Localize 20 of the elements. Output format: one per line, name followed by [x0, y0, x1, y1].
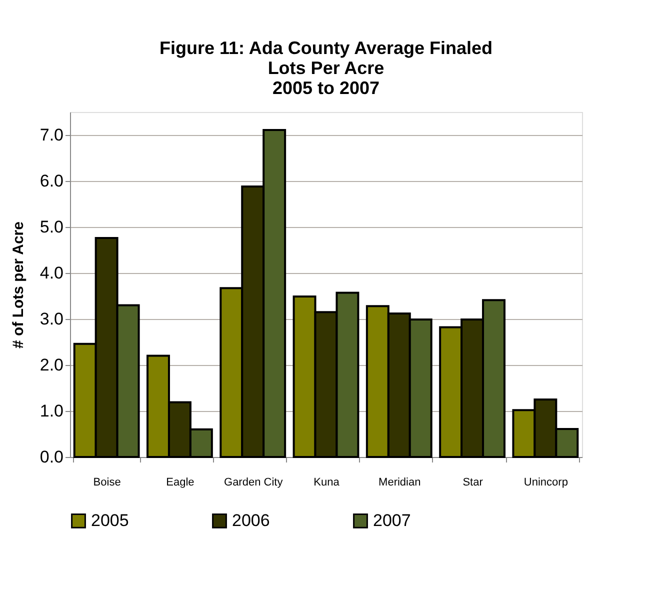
y-tick-label: 6.0 — [40, 172, 64, 190]
x-tick-label: Star — [462, 476, 484, 488]
y-tick-label: 3.0 — [40, 310, 64, 328]
y-tick-label: 2.0 — [40, 356, 64, 374]
y-axis-title: # of Lots per Acre — [10, 222, 27, 348]
x-tick-label: Garden City — [224, 476, 284, 488]
x-tick-label: Meridian — [378, 476, 421, 488]
legend-label: 2007 — [373, 510, 411, 530]
x-tick-label: Unincorp — [524, 476, 568, 488]
y-tick-label: 5.0 — [40, 218, 64, 236]
x-tick-label: Eagle — [166, 476, 194, 488]
legend-label: 2006 — [232, 510, 270, 530]
y-tick-label: 1.0 — [40, 402, 64, 420]
y-tick-label: 4.0 — [40, 264, 64, 282]
x-tick-label: Kuna — [314, 476, 340, 488]
y-tick-label: 0.0 — [40, 448, 64, 466]
legend-label: 2005 — [91, 510, 129, 530]
y-tick-label: 7.0 — [40, 126, 64, 144]
chart-title: Figure 11: Ada County Average Finaled Lots Per Acre 2005 to 2007 — [159, 38, 493, 98]
x-tick-label: Boise — [93, 476, 121, 488]
